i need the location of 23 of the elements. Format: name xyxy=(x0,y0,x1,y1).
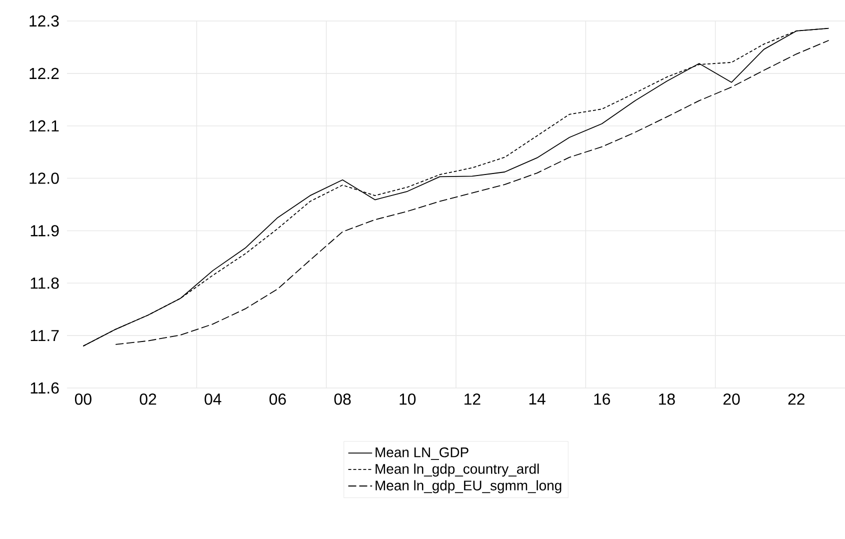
x-tick-label: 08 xyxy=(334,394,351,405)
x-tick-label: 12 xyxy=(464,394,480,405)
y-tick-label: 11.8 xyxy=(30,278,59,289)
y-tick-label: 12.0 xyxy=(30,172,59,184)
x-tick-label: 20 xyxy=(723,394,740,405)
y-tick-label: 12.3 xyxy=(30,15,59,27)
y-tick-label: 12.1 xyxy=(30,120,59,132)
x-tick-label: 04 xyxy=(204,394,222,405)
x-tick-label: 10 xyxy=(400,394,416,405)
y-tick-label: 11.9 xyxy=(30,225,59,236)
y-tick-label: 11.7 xyxy=(30,330,59,342)
legend-label: Mean ln_gdp_country_ardl xyxy=(376,464,539,477)
x-tick-label: 06 xyxy=(269,394,286,405)
x-tick-label: 18 xyxy=(659,394,675,405)
y-tick-label: 12.2 xyxy=(30,68,59,79)
legend-label: Mean LN_GDP xyxy=(376,447,468,460)
x-tick-label: 22 xyxy=(788,394,804,405)
x-tick-label: 14 xyxy=(529,394,546,404)
y-tick-label: 11.6 xyxy=(30,382,59,394)
x-tick-label: 00 xyxy=(74,394,92,405)
x-tick-label: 16 xyxy=(594,394,610,405)
x-tick-label: 02 xyxy=(140,394,156,405)
legend-label: Mean ln_gdp_EU_sgmm_long xyxy=(376,480,562,494)
